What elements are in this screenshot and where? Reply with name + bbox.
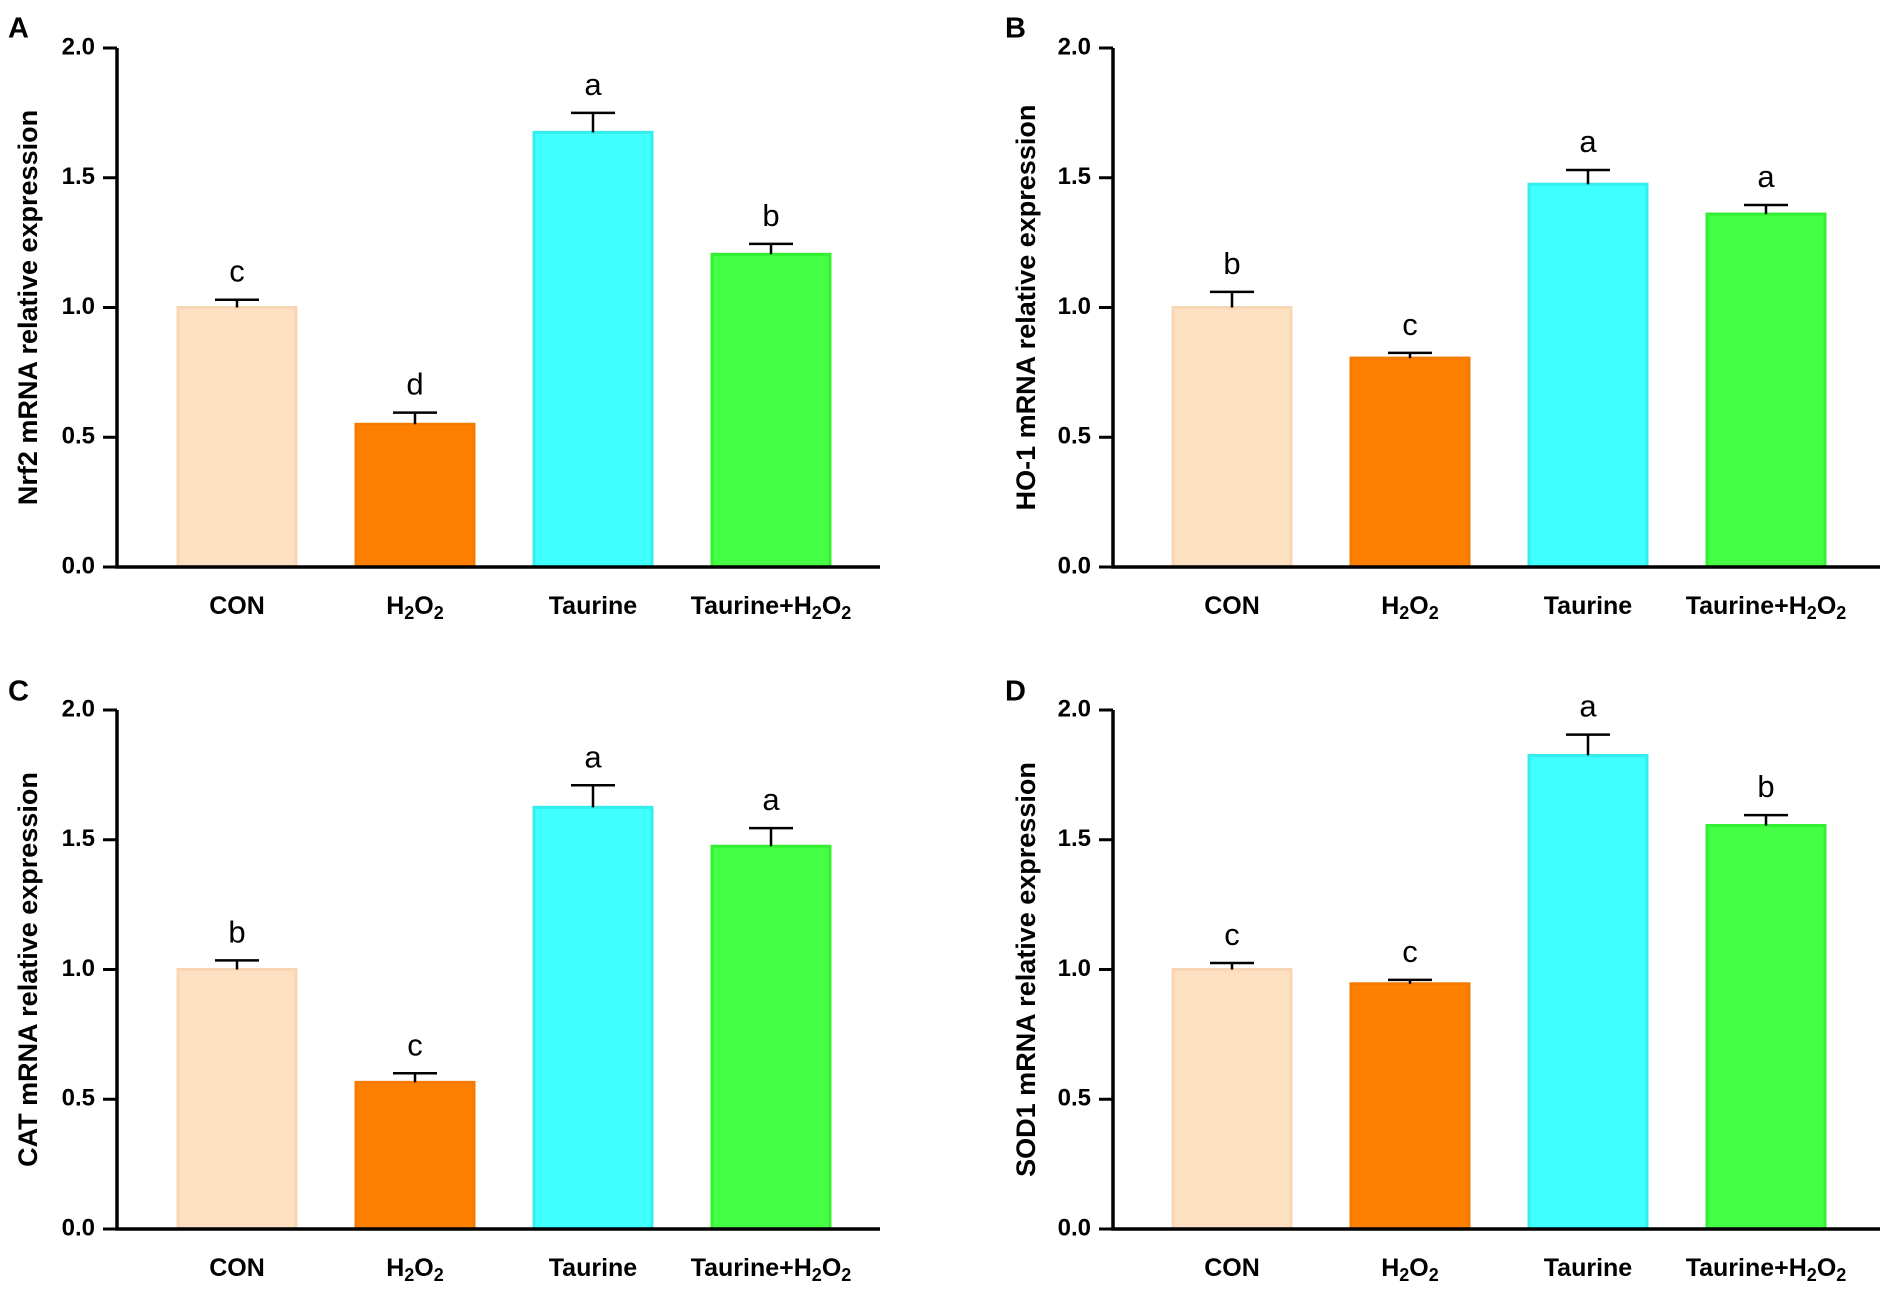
panel-letter: C — [8, 676, 29, 708]
significance-label: a — [584, 739, 602, 774]
significance-label: b — [228, 914, 245, 949]
significance-label: b — [1757, 769, 1774, 804]
error-bar — [215, 959, 259, 970]
bar — [1171, 968, 1293, 1231]
error-bar — [393, 1072, 437, 1083]
significance-label: c — [407, 1027, 423, 1062]
x-tick-label: H2O2 — [386, 1254, 444, 1285]
bar — [1527, 182, 1649, 569]
panel-letter: B — [1005, 13, 1026, 45]
bar — [710, 252, 832, 569]
error-bar — [1210, 290, 1254, 308]
error-bar — [1744, 203, 1788, 215]
y-tick-label: 0.0 — [1058, 552, 1091, 579]
bar — [1705, 823, 1827, 1231]
significance-label: b — [1223, 246, 1240, 281]
chart-panel-b: B HO-1 mRNA relative expression b CON c H2O2 a… — [1005, 13, 1880, 623]
y-tick-label: 1.0 — [1058, 955, 1091, 982]
significance-label: c — [1402, 307, 1418, 342]
y-tick-label: 2.0 — [1058, 695, 1091, 722]
x-tick-label: CON — [209, 1254, 265, 1282]
x-tick-label: Taurine — [549, 1254, 638, 1282]
bar — [354, 422, 476, 569]
x-tick-label: Taurine — [549, 592, 638, 620]
error-bar — [571, 784, 615, 808]
y-tick-label: 1.5 — [1058, 163, 1091, 190]
significance-label: c — [1224, 917, 1240, 952]
error-bar — [571, 111, 615, 133]
bar — [1527, 753, 1649, 1231]
y-tick-label: 0.5 — [62, 423, 95, 450]
significance-label: a — [584, 67, 602, 102]
chart-panel-c: C CAT mRNA relative expression b CON c H2O2 a T… — [8, 676, 880, 1285]
x-tick-label: Taurine — [1544, 1254, 1633, 1282]
significance-label: d — [406, 367, 423, 402]
bar — [176, 306, 298, 569]
bar — [176, 968, 298, 1231]
x-tick-label: Taurine+H2O2 — [1686, 592, 1847, 623]
x-tick-label: CON — [1204, 1254, 1260, 1282]
panel-letter: D — [1005, 676, 1026, 708]
y-tick-label: 0.5 — [1058, 423, 1091, 450]
significance-label: a — [1579, 689, 1597, 724]
x-tick-label: Taurine+H2O2 — [691, 1254, 852, 1285]
error-bar — [1388, 978, 1432, 984]
error-bar — [1566, 168, 1610, 185]
y-tick-label: 0.5 — [1058, 1085, 1091, 1112]
error-bar — [1388, 351, 1432, 359]
error-bar — [749, 826, 793, 847]
y-axis-title: SOD1 mRNA relative expression — [1011, 762, 1041, 1177]
y-tick-label: 0.0 — [62, 1214, 95, 1241]
x-tick-label: Taurine+H2O2 — [1686, 1254, 1847, 1285]
y-tick-label: 2.0 — [62, 695, 95, 722]
y-tick-label: 1.5 — [62, 825, 95, 852]
panel-letter: A — [8, 13, 29, 45]
bar — [1171, 306, 1293, 569]
significance-label: a — [1757, 159, 1775, 194]
y-tick-label: 1.5 — [1058, 825, 1091, 852]
chart-panel-d: D SOD1 mRNA relative expression c CON c H2O2 a… — [1005, 676, 1880, 1285]
y-axis-title: CAT mRNA relative expression — [13, 772, 43, 1167]
error-bar — [1744, 813, 1788, 826]
x-tick-label: CON — [209, 592, 265, 620]
y-tick-label: 0.0 — [1058, 1214, 1091, 1241]
y-tick-label: 1.0 — [1058, 293, 1091, 320]
y-tick-label: 2.0 — [62, 33, 95, 60]
chart-panel-a: A Nrf2 mRNA relative expression c CON d H2O2 a… — [8, 13, 880, 623]
x-tick-label: CON — [1204, 592, 1260, 620]
x-tick-label: H2O2 — [386, 592, 444, 623]
y-tick-label: 2.0 — [1058, 33, 1091, 60]
y-tick-label: 1.5 — [62, 163, 95, 190]
bar — [532, 805, 654, 1231]
y-tick-label: 0.5 — [62, 1085, 95, 1112]
significance-label: a — [762, 782, 780, 817]
x-tick-label: Taurine — [1544, 592, 1633, 620]
bar — [532, 130, 654, 569]
y-axis-title: Nrf2 mRNA relative expression — [13, 110, 43, 505]
x-tick-label: Taurine+H2O2 — [691, 592, 852, 623]
bar — [1705, 212, 1827, 569]
bar — [354, 1080, 476, 1231]
significance-label: a — [1579, 124, 1597, 159]
x-tick-label: H2O2 — [1381, 592, 1439, 623]
bar — [1349, 356, 1471, 569]
significance-label: c — [229, 254, 245, 289]
error-bar — [393, 411, 437, 425]
error-bar — [1566, 733, 1610, 756]
error-bar — [1210, 961, 1254, 970]
y-axis-title: HO-1 mRNA relative expression — [1011, 105, 1041, 511]
significance-label: b — [762, 198, 779, 233]
significance-label: c — [1402, 934, 1418, 969]
error-bar — [749, 242, 793, 255]
y-tick-label: 1.0 — [62, 955, 95, 982]
bar — [710, 844, 832, 1231]
x-tick-label: H2O2 — [1381, 1254, 1439, 1285]
bar — [1349, 982, 1471, 1231]
error-bar — [215, 298, 259, 308]
y-tick-label: 1.0 — [62, 293, 95, 320]
y-tick-label: 0.0 — [62, 552, 95, 579]
